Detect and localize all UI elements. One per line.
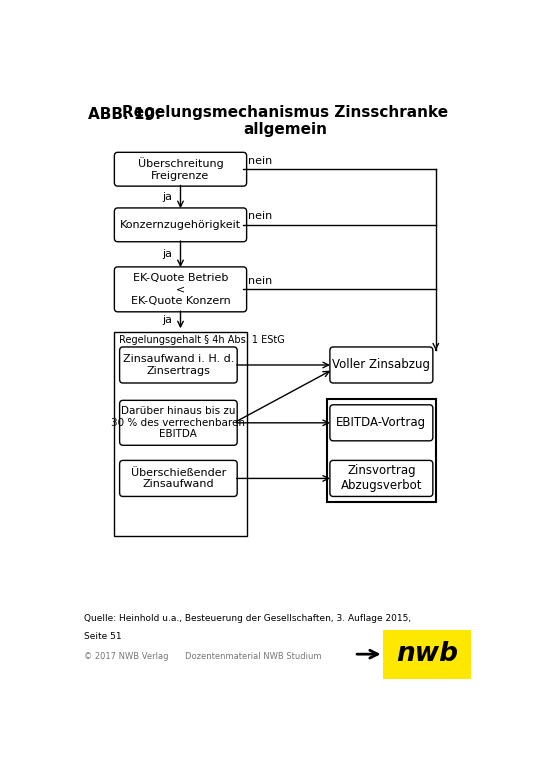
FancyBboxPatch shape bbox=[114, 208, 247, 242]
Text: nein: nein bbox=[248, 211, 273, 222]
FancyBboxPatch shape bbox=[119, 400, 237, 445]
FancyBboxPatch shape bbox=[119, 347, 237, 383]
Text: © 2017 NWB Verlag: © 2017 NWB Verlag bbox=[84, 652, 168, 661]
FancyBboxPatch shape bbox=[114, 267, 247, 312]
Text: ja: ja bbox=[162, 192, 172, 202]
Text: Konzernzugehörigkeit: Konzernzugehörigkeit bbox=[120, 220, 241, 230]
Text: Quelle: Heinhold u.a., Besteuerung der Gesellschaften, 3. Auflage 2015,: Quelle: Heinhold u.a., Besteuerung der G… bbox=[84, 614, 411, 623]
Bar bbox=[383, 629, 471, 679]
Text: Regelungsmechanismus Zinsschranke
allgemein: Regelungsmechanismus Zinsschranke allgem… bbox=[122, 105, 448, 137]
Text: Dozentenmaterial NWB Studium: Dozentenmaterial NWB Studium bbox=[185, 652, 321, 661]
FancyBboxPatch shape bbox=[114, 152, 247, 186]
Text: EK-Quote Betrieb
<
EK-Quote Konzern: EK-Quote Betrieb < EK-Quote Konzern bbox=[131, 273, 231, 306]
FancyBboxPatch shape bbox=[330, 460, 433, 496]
FancyBboxPatch shape bbox=[330, 347, 433, 383]
Text: ja: ja bbox=[162, 315, 172, 325]
Text: Seite 51: Seite 51 bbox=[84, 632, 122, 641]
Text: ja: ja bbox=[162, 250, 172, 259]
Text: EBITDA-Vortrag: EBITDA-Vortrag bbox=[336, 417, 427, 429]
FancyBboxPatch shape bbox=[330, 405, 433, 441]
Text: Darüber hinaus bis zu
30 % des verrechenbaren
EBITDA: Darüber hinaus bis zu 30 % des verrechen… bbox=[111, 406, 245, 439]
Text: Zinsvortrag
Abzugsverbot: Zinsvortrag Abzugsverbot bbox=[341, 464, 422, 492]
Text: Regelungsgehalt § 4h Abs. 1 EStG: Regelungsgehalt § 4h Abs. 1 EStG bbox=[119, 335, 284, 346]
Text: Zinsaufwand i. H. d.
Zinsertrags: Zinsaufwand i. H. d. Zinsertrags bbox=[123, 354, 234, 376]
Bar bbox=[113, 332, 247, 537]
Text: nein: nein bbox=[248, 276, 273, 285]
Text: ABB. 10:: ABB. 10: bbox=[89, 107, 161, 122]
Text: Überschießender
Zinsaufwand: Überschießender Zinsaufwand bbox=[131, 468, 226, 489]
Text: Voller Zinsabzug: Voller Zinsabzug bbox=[333, 359, 430, 371]
FancyBboxPatch shape bbox=[119, 460, 237, 496]
Text: Überschreitung
Freigrenze: Überschreitung Freigrenze bbox=[138, 158, 224, 181]
Bar bbox=[327, 399, 436, 502]
Text: nwb: nwb bbox=[396, 641, 458, 667]
Text: nein: nein bbox=[248, 156, 273, 165]
